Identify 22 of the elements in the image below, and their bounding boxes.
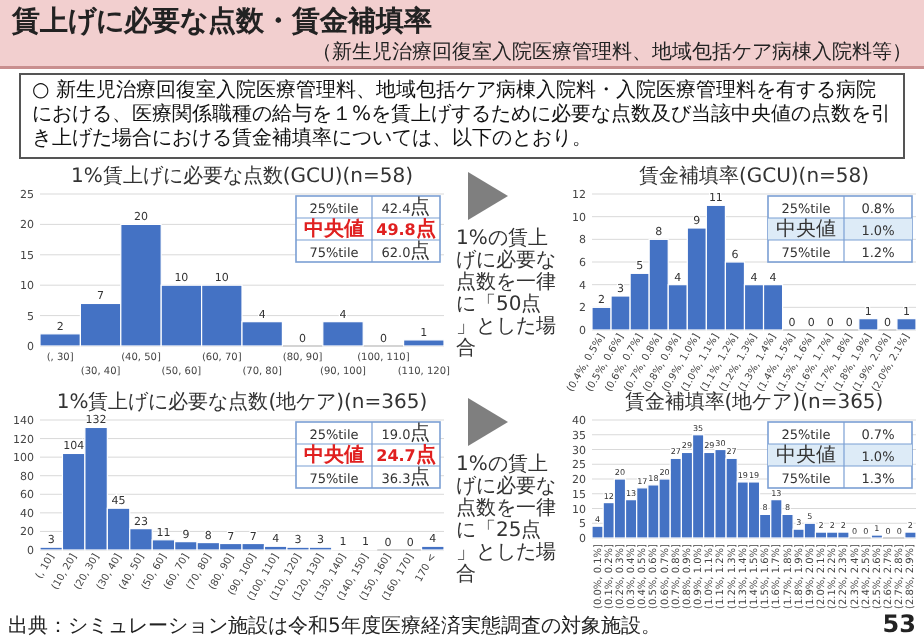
bar [896,318,917,331]
annotation: 49.8点 [376,217,436,241]
annotation: 24.7点 [376,443,436,467]
text: 賃上げに必要な点数・賃金補填率 [10,4,432,38]
text: 1%の賃上げに必要な点数を一律に「50点」とした場合 [456,226,556,360]
source-note: 出典：シミュレーション施設は令和5年度医療経済実態調査の対象施設。 [8,614,661,638]
chart-title: 1%賃上げに必要な点数(GCU)(n=58) [71,164,414,188]
text: 1%の賃上げに必要な点数を一律に「25点」とした場合 [456,452,556,586]
bar [322,321,364,347]
chart-title: 賃金補填率(地ケア)(n=365) [624,390,884,414]
annotation: 中央値 [304,443,364,467]
text: （新生児治療回復室入院医療管理料、地域包括ケア病棟入院料等） [312,40,912,64]
bar [904,531,917,539]
annotation: 中央値 [776,217,836,241]
annotation: 中央値 [304,217,364,241]
chart-title: 1%賃上げに必要な点数(地ケア)(n=365) [56,390,428,414]
bar [403,339,445,347]
chart-title: 賃金補填率(GCU)(n=58) [638,164,870,188]
annotation: 中央値 [776,443,836,467]
text: ○ 新生児治療回復室入院医療管理料、地域包括ケア病棟入院料・入院医療管理料を有する病院における、医療関係職種の給与を１%を賃上げするために必要な点数及び当該中央値の点数を引き上げた場合における賃金補填率については、以下のとおり。 [32,78,892,150]
bar [858,318,879,331]
text: 53 [882,610,916,638]
